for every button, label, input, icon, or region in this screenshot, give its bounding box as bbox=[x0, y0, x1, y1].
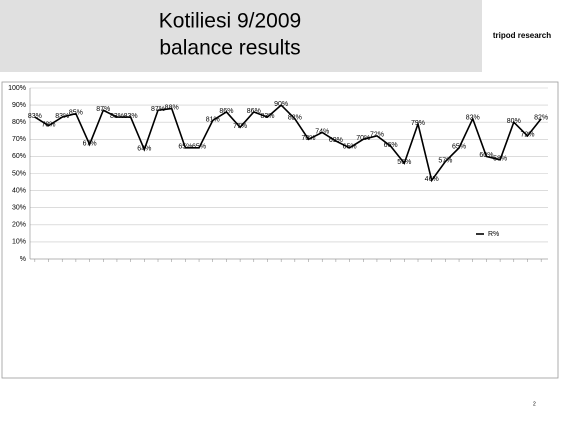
chart-subtitle: balance results bbox=[159, 37, 300, 60]
data-label: 65% bbox=[192, 144, 206, 151]
data-label: 70% bbox=[302, 135, 316, 142]
data-label: 83% bbox=[260, 113, 274, 120]
data-label: 66% bbox=[384, 142, 398, 149]
data-label: 86% bbox=[247, 108, 261, 115]
data-label: 64% bbox=[137, 145, 151, 152]
data-label: 79% bbox=[411, 120, 425, 127]
data-label: 87% bbox=[151, 106, 165, 113]
data-label: 65% bbox=[343, 144, 357, 151]
data-label: 88% bbox=[165, 104, 179, 111]
data-label: 86% bbox=[219, 108, 233, 115]
data-label: 65% bbox=[178, 144, 192, 151]
legend-label: R% bbox=[488, 231, 499, 238]
y-tick-label: % bbox=[20, 256, 26, 263]
data-label: 46% bbox=[425, 176, 439, 183]
y-tick-label: 50% bbox=[12, 170, 26, 177]
line bbox=[34, 104, 542, 183]
data-label: 58% bbox=[493, 156, 507, 163]
y-tick-label: 20% bbox=[12, 222, 26, 229]
data-label: 65% bbox=[452, 144, 466, 151]
data-label: 70% bbox=[356, 135, 370, 142]
y-tick-label: 90% bbox=[12, 102, 26, 109]
data-label: 72% bbox=[370, 132, 384, 139]
data-label: 69% bbox=[329, 137, 343, 144]
data-label: 85% bbox=[69, 109, 83, 116]
chart-title: Kotiliesi 9/2009 bbox=[159, 10, 301, 33]
data-label: 81% bbox=[206, 116, 220, 123]
data-label: 82% bbox=[288, 115, 302, 122]
y-tick-label: 40% bbox=[12, 187, 26, 194]
data-label: 80% bbox=[507, 118, 521, 125]
y-tick-label: 10% bbox=[12, 239, 26, 246]
data-label: 57% bbox=[438, 157, 452, 164]
data-label: 83% bbox=[110, 113, 124, 120]
data-label: 87% bbox=[96, 106, 110, 113]
data-label: 67% bbox=[83, 140, 97, 147]
page-number: 2 bbox=[533, 401, 536, 407]
data-label: 77% bbox=[233, 123, 247, 130]
data-label: 72% bbox=[520, 132, 534, 139]
data-label: 83% bbox=[28, 113, 42, 120]
data-label: 60% bbox=[479, 152, 493, 159]
data-label: 82% bbox=[534, 115, 548, 122]
data-label: 90% bbox=[274, 101, 288, 108]
y-tick-label: 80% bbox=[12, 119, 26, 126]
data-label: 83% bbox=[55, 113, 69, 120]
chart-frame bbox=[1, 81, 559, 379]
data-label: 74% bbox=[315, 128, 329, 135]
brand: tripod research bbox=[493, 31, 551, 40]
y-tick-label: 60% bbox=[12, 153, 26, 160]
y-tick-label: 30% bbox=[12, 205, 26, 212]
data-label: 83% bbox=[124, 113, 138, 120]
y-tick-label: 70% bbox=[12, 136, 26, 143]
data-label: 56% bbox=[397, 159, 411, 166]
y-tick-label: 100% bbox=[8, 85, 26, 92]
data-label: 78% bbox=[42, 121, 56, 128]
title-box bbox=[0, 0, 482, 72]
data-label: 82% bbox=[466, 115, 480, 122]
